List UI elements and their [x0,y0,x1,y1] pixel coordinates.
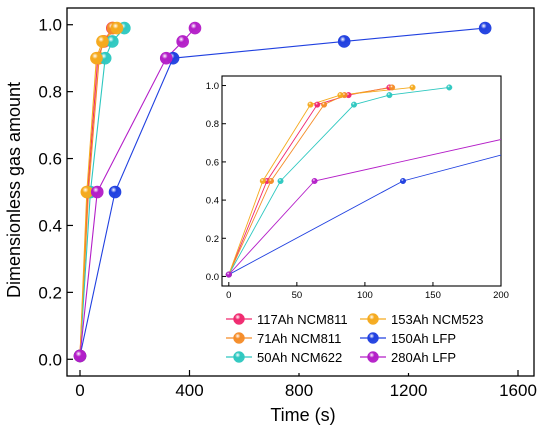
y-tick-label: 0.6 [38,150,62,169]
legend-swatch-marker [367,351,379,363]
inset-data-point [267,177,274,184]
legend-swatch-marker [233,332,245,344]
legend-label: 117Ah NCM811 [257,312,348,327]
inset-y-tick-label: 0.8 [206,119,219,130]
inset-data-point [446,84,453,91]
inset-data-point [400,177,407,184]
y-tick-label: 0.4 [38,216,62,235]
data-point [110,21,124,35]
inset-data-point [409,84,416,91]
inset-y-tick-label: 0.0 [206,272,219,283]
inset-x-tick-label: 50 [292,290,303,301]
inset-background [216,74,504,300]
legend-swatch-marker [233,351,245,363]
inset-data-point [311,177,318,184]
inset-plot-frame [221,75,502,287]
data-point [159,51,173,65]
inset-y-tick-label: 1.0 [206,81,219,92]
x-tick-label: 1200 [390,381,428,400]
inset-series-line [228,139,501,275]
inset-x-tick-label: 200 [493,290,509,301]
inset-data-point [321,101,328,108]
x-axis-label: Time (s) [270,405,335,425]
data-point [337,35,351,48]
main-axis-ticks: 0 400 800 1200 1600 0.0 0.2 0.4 0.6 0.8 1.0 [38,16,537,400]
data-point [176,35,189,48]
inset-data-point [314,101,321,108]
inset-series-group [225,84,501,278]
inset-data-point [307,101,314,108]
inset-data-point [386,92,393,99]
y-tick-label: 0.8 [38,83,62,102]
inset-y-tick-label: 0.2 [206,234,219,245]
legend-label: 71Ah NCM811 [257,331,341,346]
x-tick-label: 1600 [499,381,537,400]
data-point [73,349,87,363]
x-tick-label: 800 [285,381,313,400]
data-point [90,185,104,199]
inset-series-line [228,154,501,275]
inset-clipped-group [225,84,501,278]
inset-data-point [225,271,232,278]
y-axis-label: Dimensionless gas amount [4,82,24,298]
legend-label: 50Ah NCM622 [257,350,342,365]
inset-y-tick-label: 0.6 [206,157,219,168]
data-point [188,21,202,35]
x-tick-label: 400 [175,381,203,400]
x-tick-label: 0 [75,381,84,400]
y-tick-label: 1.0 [38,16,62,35]
inset-data-point [337,92,344,99]
inset-axis-ticks: 0 50 100 150 200 0.0 0.2 0.4 0.6 0.8 1.0 [206,81,509,301]
legend-swatch-marker [367,313,379,325]
legend: 117Ah NCM811 153Ah NCM523 71Ah NCM811 150Ah… [226,312,484,365]
y-tick-label: 0.2 [38,283,62,302]
inset-data-point [259,177,266,184]
inset-data-point [351,101,358,108]
main-plot-frame [66,7,535,377]
inset-data-point [389,84,396,91]
main-series-group [73,21,492,363]
inset-x-tick-label: 0 [226,290,231,301]
inset-data-point [277,177,284,184]
legend-swatch-marker [233,313,245,325]
legend-label: 280Ah LFP [391,350,456,365]
inset-y-tick-label: 0.4 [206,196,219,207]
data-point [96,35,109,48]
y-tick-label: 0.0 [38,350,62,369]
legend-label: 153Ah NCM523 [391,312,484,327]
data-point [90,51,103,65]
inset-x-tick-label: 150 [425,290,441,301]
legend-swatch-marker [367,332,379,344]
data-point [478,21,492,35]
inset-x-tick-label: 100 [357,290,373,301]
legend-label: 150Ah LFP [391,331,456,346]
data-point [108,185,122,199]
